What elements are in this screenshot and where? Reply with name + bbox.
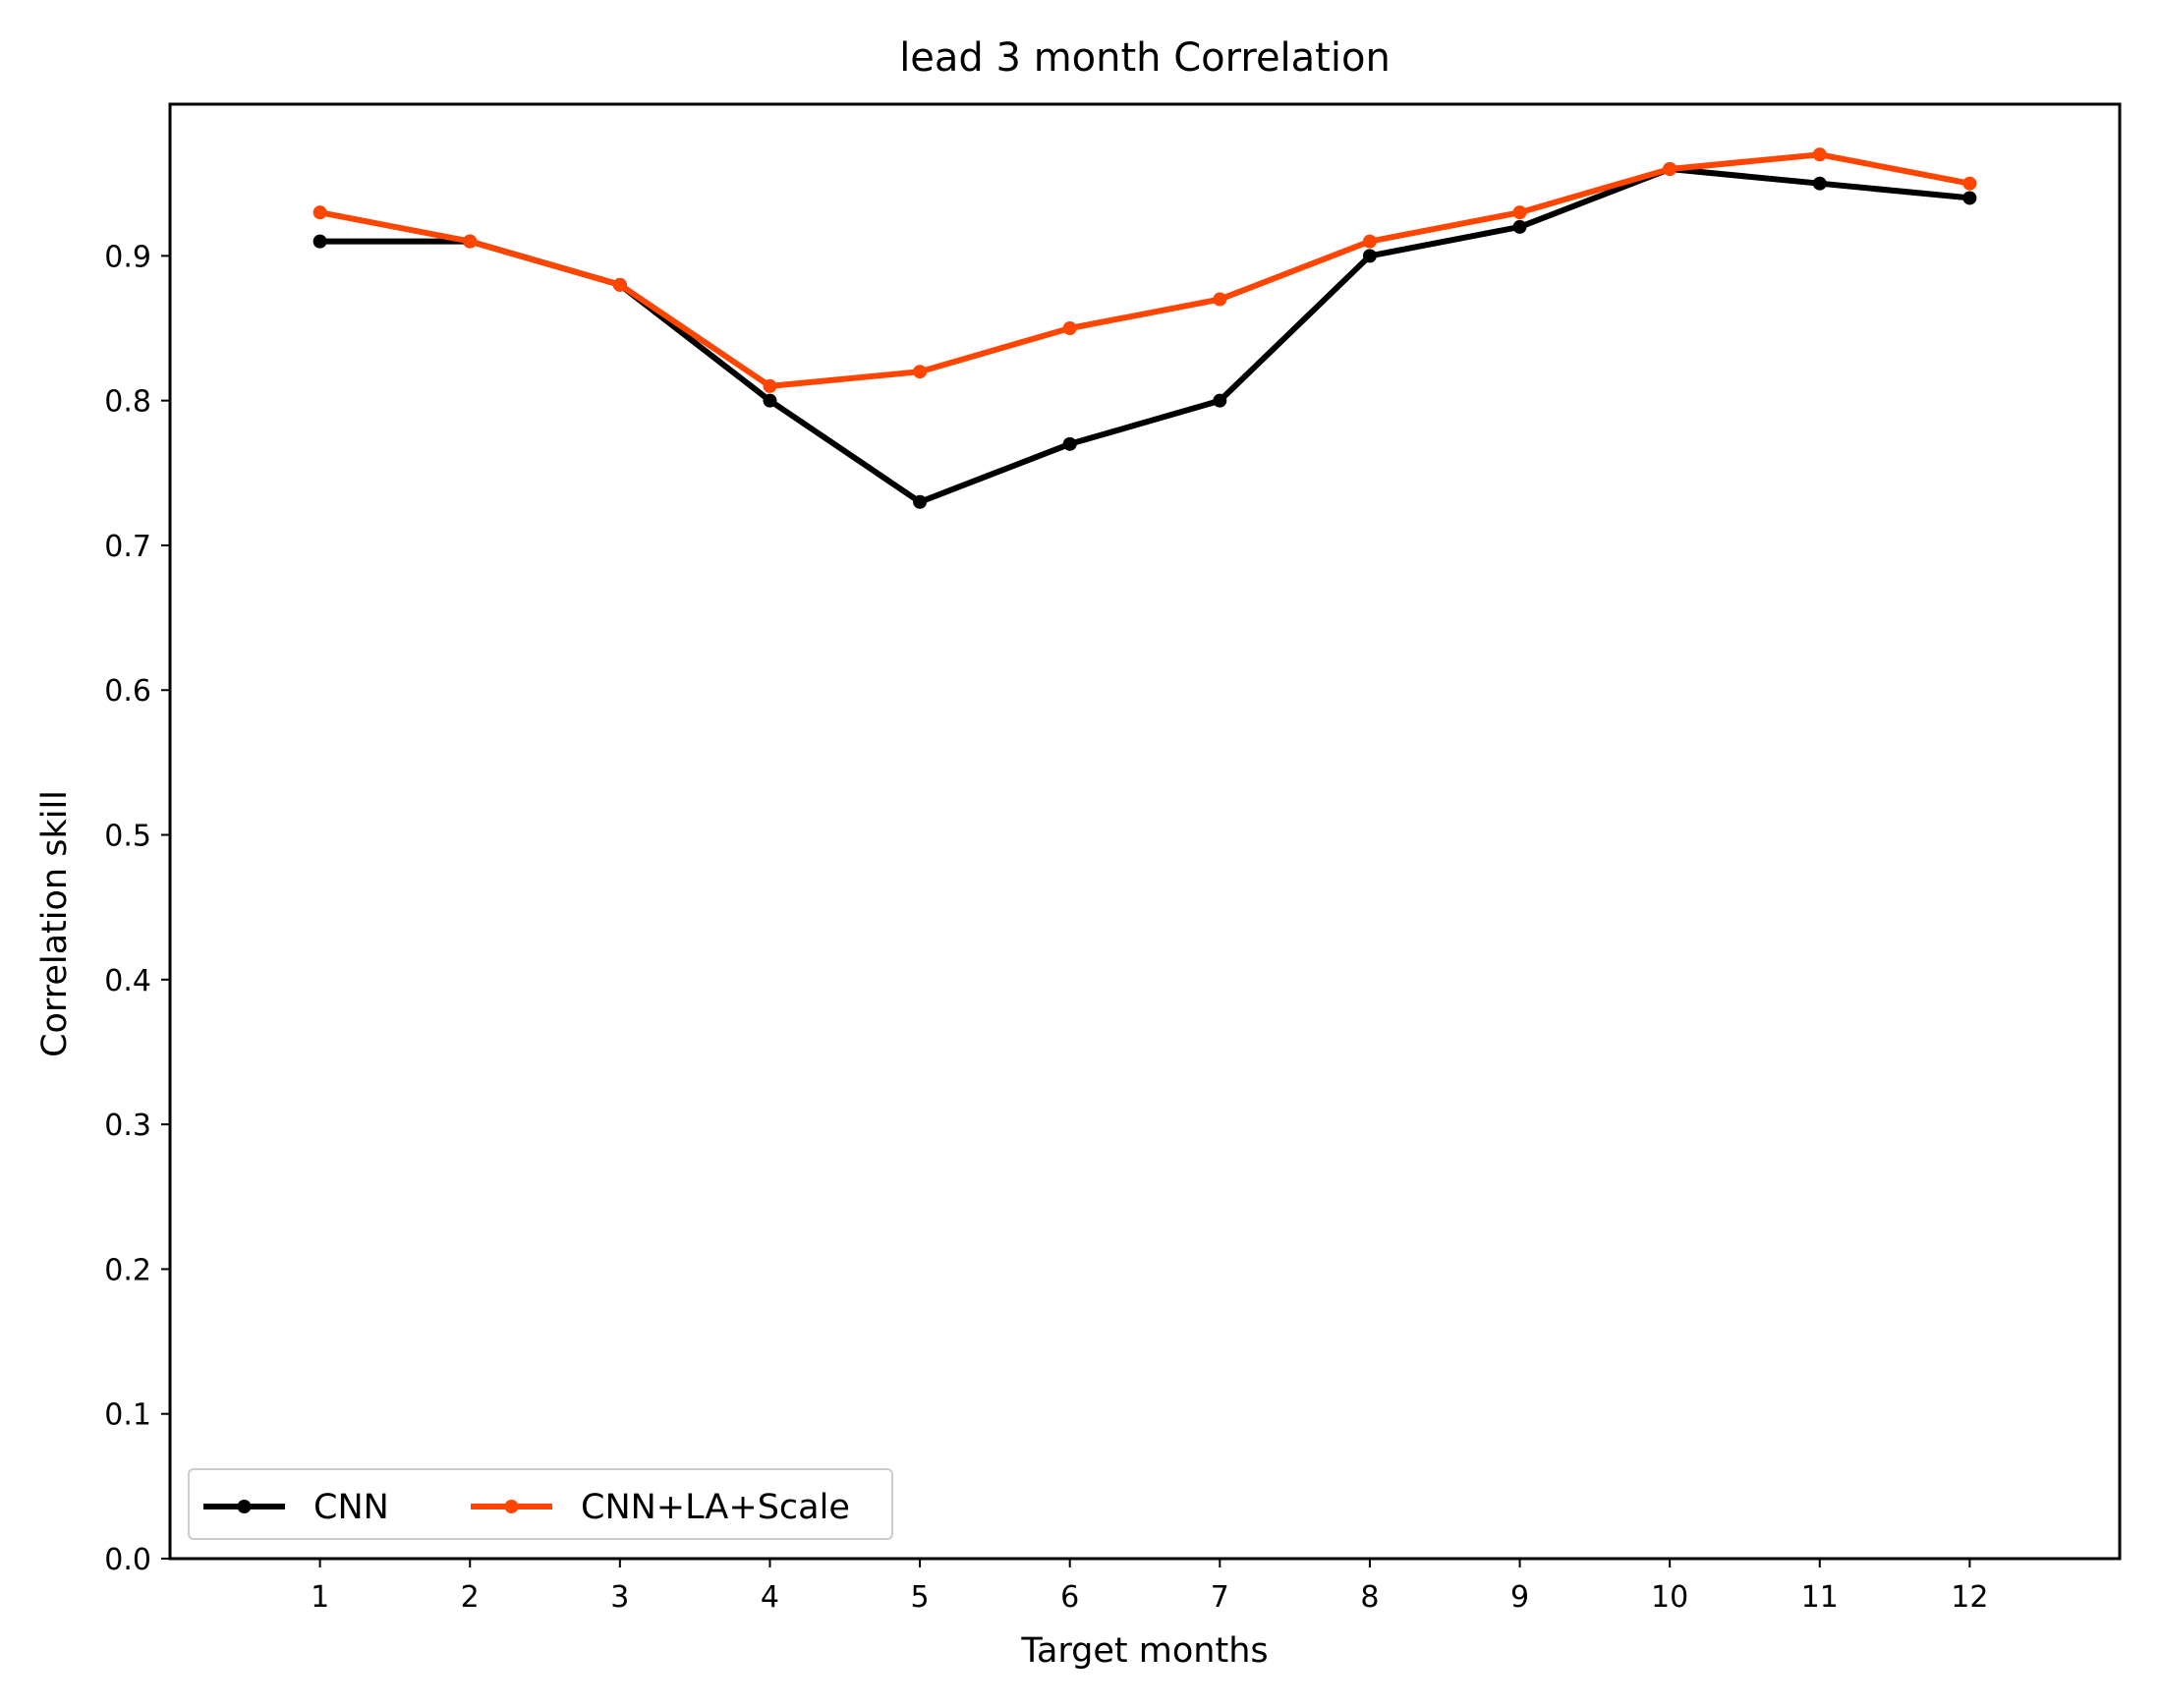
data-point [1512,219,1527,234]
data-point [1663,161,1677,176]
data-point [1213,292,1227,307]
data-point [1962,191,1977,205]
x-tick-label: 5 [911,1580,930,1615]
data-point [1362,249,1377,263]
legend-marker [237,1500,252,1513]
y-tick-label: 0.7 [104,530,151,564]
legend-label: CNN+LA+Scale [581,1488,850,1527]
y-tick-label: 0.9 [104,240,151,274]
y-tick-label: 0.3 [104,1109,151,1143]
x-tick-label: 11 [1801,1580,1839,1615]
y-tick-label: 0.5 [104,820,151,854]
y-tick-label: 0.1 [104,1398,151,1433]
x-axis-ticks: 1 2 3 4 5 6 7 8 9 10 11 12 [311,1559,1988,1615]
x-tick-label: 12 [1951,1580,1988,1615]
legend-entry: CNN [203,1488,389,1527]
data-point [913,494,928,509]
chart-title: lead 3 month Correlation [899,35,1391,81]
data-point [913,365,928,379]
data-point [1812,176,1827,191]
data-point [312,234,327,249]
series-layer [312,147,1977,509]
series-line [316,151,1973,389]
x-tick-label: 2 [461,1580,480,1615]
data-point [312,205,327,220]
data-point [763,378,777,393]
y-axis-ticks: 0.0 0.1 0.2 0.3 0.4 0.5 0.6 0.7 0.8 0.9 [104,240,170,1577]
legend: CNN CNN+LA+Scale [188,1468,893,1540]
y-tick-label: 0.2 [104,1253,151,1287]
data-point [612,277,627,292]
x-tick-label: 9 [1510,1580,1529,1615]
x-tick-label: 1 [311,1580,329,1615]
y-tick-label: 0.8 [104,385,151,420]
data-point [1512,205,1527,220]
y-tick-label: 0.4 [104,964,151,998]
data-point [1213,393,1227,408]
data-point [463,234,478,249]
y-axis-title: Correlation skill [35,790,75,1057]
x-axis-title: Target months [1020,1631,1268,1671]
y-tick-label: 0.0 [104,1543,151,1577]
data-point [1362,234,1377,249]
legend-marker [504,1500,519,1513]
data-point [1062,321,1077,336]
data-point [1812,147,1827,162]
data-point [1962,176,1977,191]
x-tick-label: 8 [1360,1580,1379,1615]
legend-entry: CNN+LA+Scale [471,1488,850,1527]
plot-frame [168,102,2122,1561]
y-tick-label: 0.6 [104,674,151,709]
data-point [763,393,777,408]
x-tick-label: 6 [1060,1580,1079,1615]
legend-label: CNN [313,1488,389,1527]
y-axis-title-group: Correlation skill [35,790,75,1057]
x-tick-label: 7 [1211,1580,1229,1615]
x-tick-label: 10 [1651,1580,1688,1615]
x-tick-label: 4 [761,1580,779,1615]
x-tick-label: 3 [610,1580,629,1615]
series-cnn-la-scale [312,147,1977,393]
data-point [1062,436,1077,451]
